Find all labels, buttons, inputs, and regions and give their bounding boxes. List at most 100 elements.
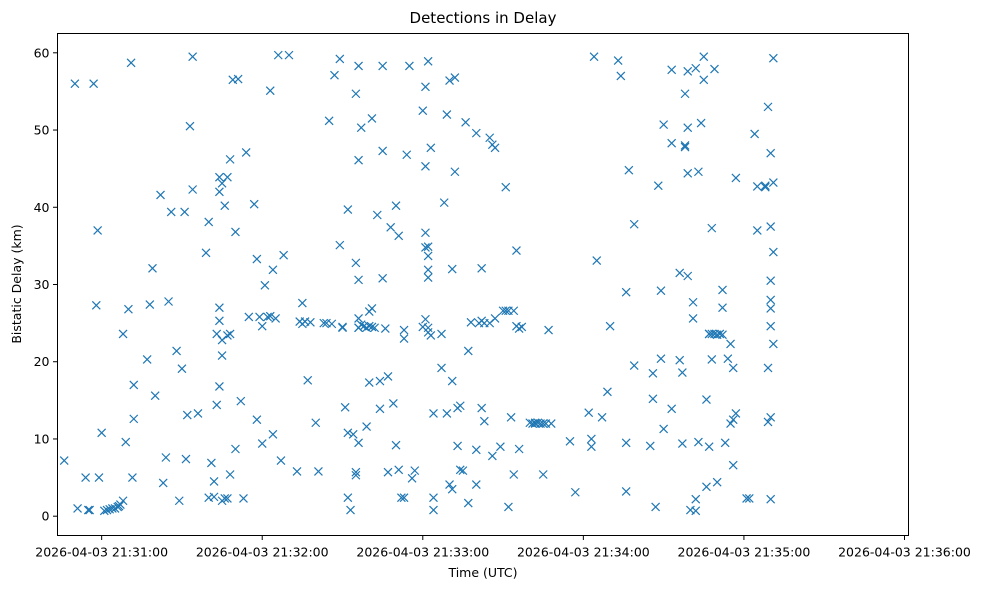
data-point	[624, 165, 634, 175]
data-point	[423, 242, 433, 252]
data-point	[110, 504, 120, 513]
data-point	[212, 400, 222, 410]
data-point	[699, 75, 709, 85]
data-point	[565, 436, 575, 446]
data-point	[129, 414, 139, 424]
data-point	[172, 346, 182, 356]
data-point	[351, 467, 361, 477]
data-point	[461, 117, 471, 127]
data-point	[445, 76, 454, 86]
data-point	[348, 429, 358, 439]
scatter-markers	[59, 50, 778, 516]
data-point	[768, 178, 778, 187]
data-point	[193, 409, 203, 418]
data-point	[731, 409, 741, 418]
x-tick-label: 2026-04-03 21:31:00	[35, 545, 168, 560]
data-point	[297, 298, 307, 308]
x-tick-label: 2026-04-03 21:35:00	[678, 545, 811, 560]
data-point	[450, 167, 460, 177]
data-point	[351, 89, 361, 99]
data-point	[402, 150, 412, 160]
data-point	[201, 248, 211, 258]
data-point	[354, 314, 363, 323]
data-point	[538, 470, 548, 479]
data-point	[330, 70, 339, 80]
data-point	[495, 442, 505, 452]
data-point	[99, 506, 109, 516]
data-point	[514, 444, 524, 454]
data-point	[586, 434, 596, 444]
data-point	[471, 480, 481, 489]
data-point	[584, 408, 594, 418]
data-point	[383, 371, 393, 381]
data-point	[188, 52, 198, 62]
data-point	[463, 498, 473, 508]
data-point	[423, 265, 433, 275]
data-point	[471, 445, 481, 455]
data-point	[453, 441, 463, 451]
data-point	[421, 161, 430, 171]
data-point	[490, 143, 500, 153]
data-point	[164, 297, 173, 306]
data-point	[177, 364, 187, 374]
data-point	[445, 480, 454, 489]
data-point	[292, 466, 302, 476]
data-point	[429, 493, 438, 503]
data-point	[150, 391, 160, 401]
data-point	[231, 444, 240, 454]
data-point	[702, 395, 711, 404]
data-point	[340, 402, 350, 412]
data-point	[324, 116, 334, 126]
data-point	[356, 123, 366, 133]
data-point	[677, 439, 687, 449]
y-tick-label: 20	[34, 354, 50, 369]
data-point	[621, 438, 631, 448]
data-point	[367, 322, 377, 332]
y-axis-ticks: 0 10 20 30 40 50 60	[34, 45, 58, 524]
data-point	[260, 280, 270, 290]
y-axis-title: Bistatic Delay (km)	[9, 224, 24, 343]
data-point	[319, 318, 329, 328]
data-point	[760, 181, 770, 191]
y-tick-label: 60	[34, 45, 50, 60]
data-point	[107, 504, 117, 513]
data-point	[718, 330, 727, 340]
data-point	[728, 415, 738, 425]
data-point	[501, 306, 511, 316]
data-point	[305, 317, 315, 327]
y-tick-label: 40	[34, 200, 50, 215]
data-point	[768, 53, 778, 63]
data-point	[688, 297, 698, 307]
data-point	[118, 329, 128, 339]
data-point	[391, 440, 401, 450]
data-point	[399, 325, 409, 335]
chart-title: Detections in Delay	[410, 9, 557, 27]
data-point	[388, 399, 398, 408]
data-point	[59, 456, 69, 466]
data-point	[273, 50, 283, 60]
data-point	[723, 354, 733, 364]
data-point	[391, 201, 401, 211]
data-point	[437, 329, 446, 339]
data-point	[327, 319, 337, 329]
data-point	[667, 138, 677, 148]
data-point	[437, 363, 446, 373]
data-point	[145, 300, 155, 310]
data-point	[426, 143, 436, 153]
data-point	[142, 354, 152, 364]
data-point	[311, 418, 321, 428]
data-point	[429, 505, 438, 515]
data-point	[766, 494, 776, 504]
data-point	[659, 120, 669, 130]
data-point	[675, 355, 685, 365]
y-tick-label: 0	[42, 509, 50, 524]
data-point	[517, 322, 527, 332]
data-point	[728, 460, 738, 470]
data-point	[629, 361, 639, 371]
data-point	[396, 493, 406, 503]
data-point	[683, 123, 693, 133]
data-point	[158, 478, 168, 488]
data-point	[148, 263, 157, 273]
data-point	[750, 129, 760, 139]
